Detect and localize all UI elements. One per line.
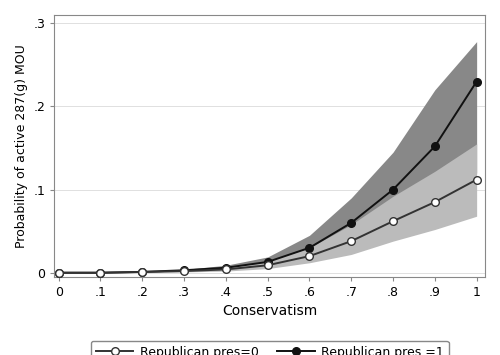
Legend: Republican pres=0, Republican pres.=1: Republican pres=0, Republican pres.=1 (91, 341, 449, 355)
X-axis label: Conservatism: Conservatism (222, 305, 318, 318)
Y-axis label: Probability of active 287(g) MOU: Probability of active 287(g) MOU (15, 44, 28, 248)
